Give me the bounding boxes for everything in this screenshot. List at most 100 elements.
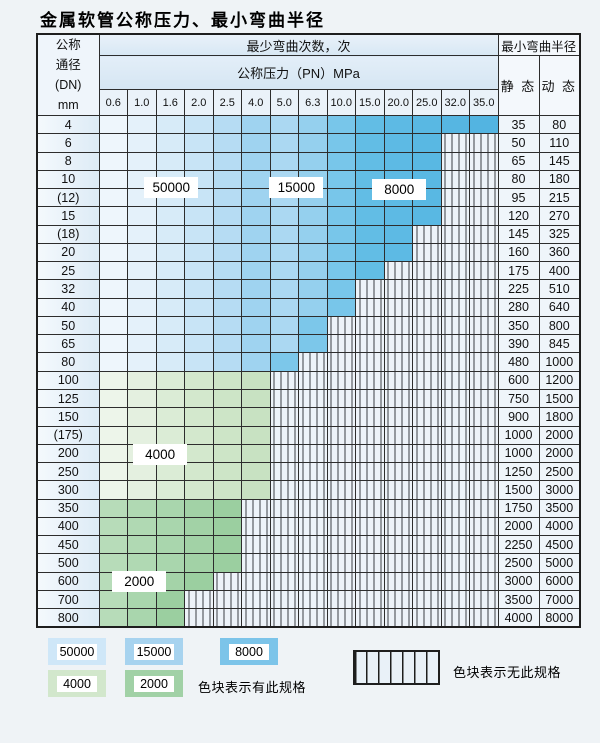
spec-cell: [212, 535, 242, 555]
spec-cell: [269, 352, 299, 372]
spec-cell: [155, 589, 185, 610]
no-spec-cell: [440, 388, 470, 409]
spec-cell: [355, 151, 385, 171]
spec-cell: [155, 334, 185, 354]
no-spec-cell: [241, 516, 271, 537]
table-row: 125 750 1500: [36, 388, 581, 409]
spec-cell: [155, 535, 185, 555]
spec-cell: [212, 297, 242, 317]
pressure-col-35.0: 35.0: [469, 89, 499, 116]
spec-cell: [155, 480, 185, 500]
no-spec-cell: [355, 279, 385, 299]
spec-cell: [298, 334, 328, 354]
spec-cell: [184, 425, 214, 445]
spec-cell: [127, 242, 157, 263]
no-spec-cell: [241, 589, 271, 610]
spec-cell: [98, 261, 128, 281]
spec-cell: [326, 169, 356, 190]
dynamic-radius-cell: 110: [538, 133, 581, 153]
static-radius-cell: 120: [497, 206, 540, 226]
no-spec-cell: [383, 352, 413, 372]
static-radius-cell: 280: [497, 297, 540, 317]
dn-cell: 8: [36, 151, 100, 171]
spec-cell: [184, 553, 214, 573]
spec-cell: [98, 334, 128, 354]
no-spec-cell: [440, 352, 470, 372]
spec-cell: [184, 334, 214, 354]
table-row: 10 80 180: [36, 169, 581, 190]
no-spec-cell: [440, 242, 470, 263]
dynamic-column-header: 动 态: [538, 55, 581, 116]
no-spec-cell: [269, 535, 299, 555]
spec-cell: [383, 133, 413, 153]
table-row: 150 900 1800: [36, 407, 581, 427]
no-spec-cell: [469, 242, 499, 263]
no-spec-cell: [298, 589, 328, 610]
dn-cell: 600: [36, 571, 100, 591]
static-radius-cell: 1000: [497, 443, 540, 464]
dn-cell: 20: [36, 242, 100, 263]
spec-cell: [98, 114, 128, 135]
no-spec-cell: [383, 480, 413, 500]
no-spec-cell: [269, 425, 299, 445]
dynamic-radius-cell: 3500: [538, 498, 581, 518]
spec-cell: [241, 261, 271, 281]
spec-cell: [269, 151, 299, 171]
spec-cell: [298, 169, 328, 190]
static-radius-cell: 160: [497, 242, 540, 263]
no-spec-cell: [469, 334, 499, 354]
table-row: 400 2000 4000: [36, 516, 581, 537]
no-spec-cell: [241, 553, 271, 573]
no-spec-cell: [383, 462, 413, 482]
no-spec-cell: [269, 407, 299, 427]
pressure-col-32.0: 32.0: [440, 89, 470, 116]
no-spec-cell: [298, 352, 328, 372]
no-spec-cell: [469, 151, 499, 171]
spec-cell: [127, 224, 157, 244]
dn-cell: 450: [36, 535, 100, 555]
spec-cell: [298, 297, 328, 317]
no-spec-cell: [383, 516, 413, 537]
spec-cell: [269, 279, 299, 299]
dn-cell: 10: [36, 169, 100, 190]
table-row: 50 350 800: [36, 315, 581, 336]
no-spec-cell: [326, 535, 356, 555]
pressure-col-25.0: 25.0: [412, 89, 442, 116]
spec-cell: [155, 516, 185, 537]
no-spec-cell: [383, 297, 413, 317]
spec-cell: [212, 334, 242, 354]
table-row: 32 225 510: [36, 279, 581, 299]
dynamic-radius-cell: 360: [538, 242, 581, 263]
spec-cell: [212, 279, 242, 299]
no-spec-cell: [298, 388, 328, 409]
spec-cell: [298, 206, 328, 226]
static-radius-cell: 750: [497, 388, 540, 409]
spec-cell: [184, 352, 214, 372]
no-spec-cell: [269, 589, 299, 610]
no-spec-cell: [298, 553, 328, 573]
no-spec-cell: [241, 498, 271, 518]
spec-cell: [127, 334, 157, 354]
spec-cell: [184, 535, 214, 555]
dynamic-radius-cell: 1800: [538, 407, 581, 427]
no-spec-cell: [412, 224, 442, 244]
spec-cell: [326, 114, 356, 135]
legend-swatch-8000: 8000: [220, 638, 278, 665]
dynamic-radius-cell: 1000: [538, 352, 581, 372]
no-spec-cell: [412, 443, 442, 464]
spec-cell: [241, 114, 271, 135]
no-spec-cell: [469, 407, 499, 427]
spec-cell: [155, 297, 185, 317]
dn-cell: 125: [36, 388, 100, 409]
legend-swatch-label: 50000: [57, 643, 97, 660]
spec-cell: [98, 462, 128, 482]
spec-cell: [383, 169, 413, 190]
table-row: 300 1500 3000: [36, 480, 581, 500]
dynamic-radius-cell: 640: [538, 297, 581, 317]
no-spec-cell: [469, 571, 499, 591]
no-spec-cell: [383, 608, 413, 628]
no-spec-cell: [440, 425, 470, 445]
static-radius-cell: 50: [497, 133, 540, 153]
spec-cell: [212, 462, 242, 482]
spec-cell: [355, 224, 385, 244]
